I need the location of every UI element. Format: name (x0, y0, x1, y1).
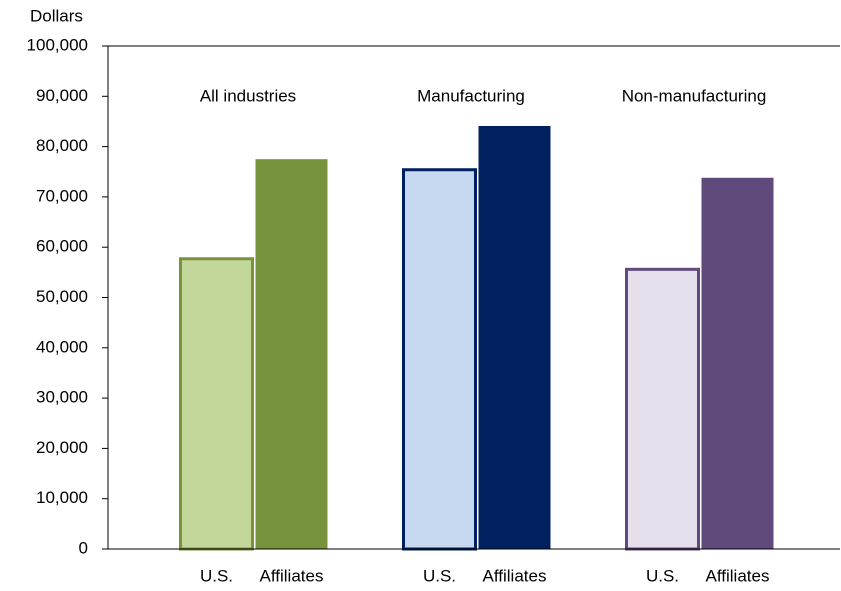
y-tick-label: 20,000 (36, 438, 88, 457)
y-tick-label: 70,000 (36, 186, 88, 205)
bar (701, 177, 774, 549)
y-tick-label: 30,000 (36, 388, 88, 407)
y-tick-label: 40,000 (36, 337, 88, 356)
y-axis-label: Dollars (30, 6, 83, 25)
x-tick-label: U.S. (423, 566, 456, 585)
group-label: All industries (200, 86, 296, 105)
bar (478, 125, 551, 550)
x-tick-label: U.S. (200, 566, 233, 585)
group-label: Manufacturing (417, 86, 525, 105)
y-tick-label: 10,000 (36, 488, 88, 507)
y-tick-label: 0 (79, 538, 88, 557)
bar (625, 267, 700, 551)
y-tick-label: 100,000 (27, 35, 88, 54)
y-tick-label: 90,000 (36, 86, 88, 105)
x-tick-label: U.S. (646, 566, 679, 585)
y-tick-label: 60,000 (36, 237, 88, 256)
x-tick-label: Affiliates (483, 566, 547, 585)
y-tick-label: 50,000 (36, 287, 88, 306)
bar (402, 168, 477, 551)
x-tick-label: Affiliates (706, 566, 770, 585)
bar (255, 159, 328, 550)
bar (179, 257, 254, 551)
group-label: Non-manufacturing (622, 86, 767, 105)
y-tick-label: 80,000 (36, 136, 88, 155)
x-tick-label: Affiliates (260, 566, 324, 585)
